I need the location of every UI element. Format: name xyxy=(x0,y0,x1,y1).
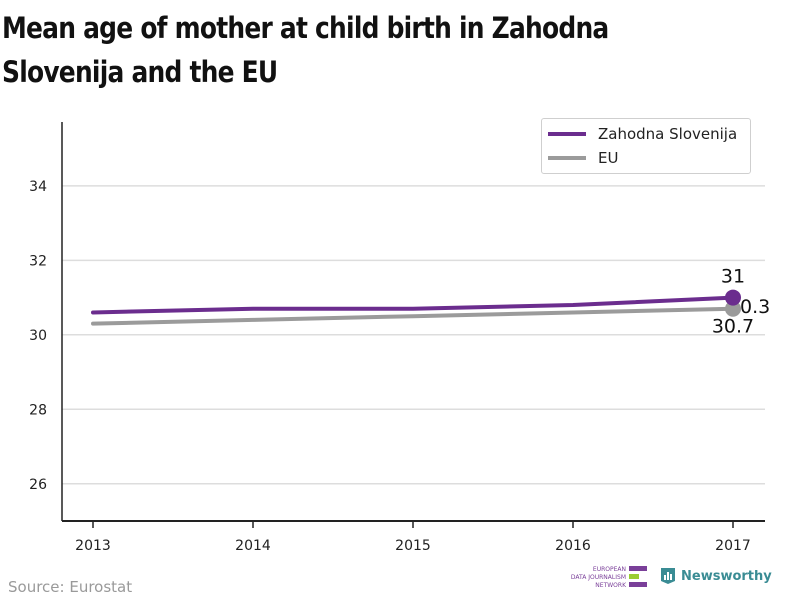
series-line-eu xyxy=(91,306,735,326)
legend-swatch-zahodna xyxy=(548,132,586,136)
source-text: Source: Eurostat xyxy=(8,578,133,596)
end-marker-zahodna xyxy=(725,289,741,306)
edjn-bar-3 xyxy=(629,582,647,587)
edjn-line-1: EUROPEAN xyxy=(592,566,626,573)
annotation-label: 0.3 xyxy=(740,296,770,318)
end-label-zahodna: 31 xyxy=(721,266,745,288)
x-tick-label: 2013 xyxy=(75,538,111,554)
legend: Zahodna Slovenija EU xyxy=(541,118,751,174)
legend-item-zahodna[interactable]: Zahodna Slovenija xyxy=(548,123,737,145)
edjn-line-3: NETWORK xyxy=(595,582,626,589)
newsworthy-logo: Newsworthy xyxy=(660,566,772,586)
x-tick-label: 2017 xyxy=(715,538,751,554)
legend-label-zahodna: Zahodna Slovenija xyxy=(598,125,738,143)
end-marker-eu xyxy=(725,300,741,317)
legend-swatch-eu xyxy=(548,156,586,160)
y-tick-label: 34 xyxy=(29,179,47,195)
series-line-zahodna xyxy=(91,295,735,315)
newsworthy-icon xyxy=(661,568,675,584)
edjn-bar-2 xyxy=(629,574,639,579)
chart-title: Mean age of mother at child birth in Zah… xyxy=(2,11,609,89)
edjn-logo: EUROPEAN DATA JOURNALISM NETWORK xyxy=(564,565,650,589)
y-tick-label: 28 xyxy=(29,402,47,418)
legend-item-eu[interactable]: EU xyxy=(548,147,618,169)
newsworthy-label: Newsworthy xyxy=(681,568,772,584)
end-label-eu: 30.7 xyxy=(712,316,754,338)
x-tick-label: 2015 xyxy=(395,538,431,554)
edjn-line-2: DATA JOURNALISM xyxy=(570,574,626,581)
x-tick-label: 2014 xyxy=(235,538,271,554)
legend-label-eu: EU xyxy=(598,149,619,167)
edjn-bar-1 xyxy=(629,566,647,571)
y-tick-label: 26 xyxy=(29,477,47,493)
x-tick-label: 2016 xyxy=(555,538,591,554)
y-tick-label: 30 xyxy=(29,328,47,344)
y-tick-label: 32 xyxy=(29,253,47,269)
